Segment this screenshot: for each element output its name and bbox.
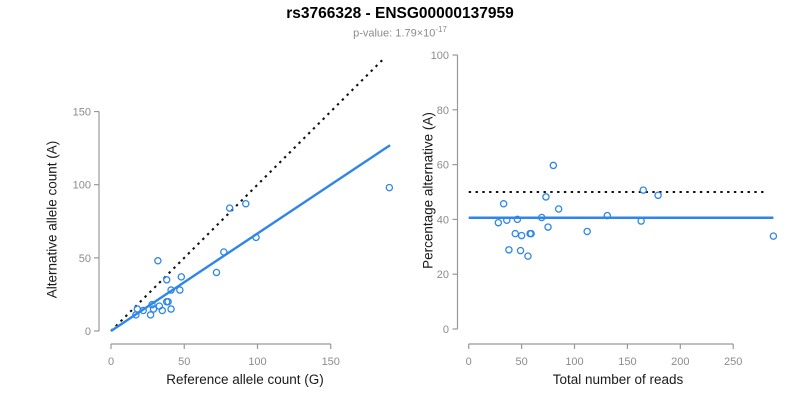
right-plot-xaxis-title: Total number of reads bbox=[552, 372, 684, 387]
data-point bbox=[542, 193, 550, 201]
left-plot-xaxis-title: Reference allele count (G) bbox=[166, 372, 324, 387]
data-point bbox=[146, 311, 155, 319]
data-point bbox=[212, 268, 221, 277]
y-tick-label: 0 bbox=[85, 326, 91, 338]
data-point bbox=[503, 216, 511, 224]
data-point bbox=[769, 232, 778, 240]
x-tick-label: 150 bbox=[322, 356, 340, 368]
data-point bbox=[225, 204, 234, 212]
data-point bbox=[513, 215, 522, 224]
data-point bbox=[132, 311, 140, 319]
data-point bbox=[385, 183, 394, 192]
y-tick-label: 20 bbox=[437, 269, 449, 281]
data-point bbox=[139, 306, 147, 315]
data-point bbox=[499, 200, 508, 208]
data-point bbox=[220, 248, 228, 256]
y-tick-label: 100 bbox=[431, 50, 449, 62]
x-tick-label: 50 bbox=[515, 356, 527, 368]
data-point bbox=[162, 276, 171, 284]
data-point bbox=[167, 286, 175, 294]
data-point bbox=[554, 205, 563, 213]
y-tick-label: 100 bbox=[73, 180, 91, 192]
y-tick-label: 80 bbox=[437, 105, 449, 117]
y-tick-label: 40 bbox=[437, 214, 449, 226]
data-point bbox=[494, 218, 503, 227]
y-tick-label: 50 bbox=[79, 253, 91, 265]
x-tick-label: 0 bbox=[108, 356, 114, 368]
figure-subtitle: p-value: 1.79×10-17 bbox=[0, 25, 800, 40]
data-point bbox=[603, 211, 612, 220]
x-tick-label: 100 bbox=[565, 356, 583, 368]
pvalue-exponent: -17 bbox=[435, 25, 447, 34]
fit-line bbox=[110, 144, 391, 332]
data-point bbox=[149, 305, 158, 313]
identity-line bbox=[110, 56, 386, 332]
data-point bbox=[544, 223, 552, 231]
data-point bbox=[527, 229, 535, 238]
x-tick-label: 200 bbox=[671, 356, 689, 368]
data-point bbox=[242, 199, 250, 208]
data-point bbox=[524, 252, 532, 260]
data-point bbox=[154, 257, 162, 265]
data-point bbox=[177, 273, 186, 281]
left-plot-yaxis-title: Alternative allele count (A) bbox=[44, 140, 60, 299]
data-point bbox=[164, 297, 172, 306]
figure-title: rs3766328 - ENSG00000137959 bbox=[286, 5, 514, 22]
data-point bbox=[176, 286, 184, 294]
data-point bbox=[517, 231, 526, 240]
x-tick-label: 50 bbox=[178, 356, 190, 368]
data-point bbox=[158, 306, 167, 315]
y-tick-label: 0 bbox=[443, 324, 449, 336]
x-tick-label: 0 bbox=[466, 356, 472, 368]
data-point bbox=[167, 305, 175, 313]
pvalue-label: p-value: bbox=[353, 27, 396, 40]
data-point bbox=[511, 229, 520, 238]
right-plot-yaxis-title: Percentage alternative (A) bbox=[420, 112, 436, 269]
data-point bbox=[637, 217, 645, 225]
data-point bbox=[252, 233, 260, 242]
x-tick-label: 150 bbox=[618, 356, 636, 368]
x-tick-label: 250 bbox=[724, 356, 742, 368]
data-point bbox=[654, 191, 662, 200]
data-point bbox=[549, 161, 558, 170]
data-point bbox=[148, 300, 156, 309]
data-point bbox=[639, 186, 648, 194]
y-tick-label: 60 bbox=[437, 160, 449, 172]
data-point bbox=[583, 227, 591, 236]
pvalue-mantissa: 1.79×10 bbox=[395, 27, 436, 40]
y-tick-label: 150 bbox=[73, 107, 91, 119]
data-point bbox=[537, 213, 546, 222]
x-tick-label: 100 bbox=[248, 356, 266, 368]
data-point bbox=[516, 246, 525, 255]
data-point bbox=[505, 246, 513, 254]
